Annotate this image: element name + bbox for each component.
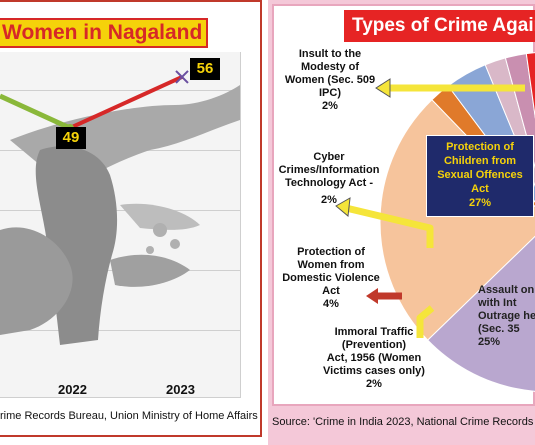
right-source-note: Source: 'Crime in India 2023, National C… [272, 416, 535, 428]
value-label-2022: 49 [56, 127, 86, 149]
label-line: Assault on [478, 284, 535, 296]
label-line: Modesty of [300, 61, 360, 73]
label-line: 2% [366, 378, 382, 390]
x-tick-2022: 2022 [58, 382, 87, 397]
label-line: Sexual Offences [437, 169, 523, 181]
label-line: (Prevention) [341, 339, 407, 351]
label-line: Act [322, 285, 340, 297]
left-chart-title: Women in Nagaland [0, 18, 208, 48]
callout-arrow-cyber [345, 204, 434, 248]
label-line: 2% [322, 100, 338, 112]
label-line: Women from [297, 259, 365, 271]
left-source-note: rime Records Bureau, Union Ministry of H… [0, 410, 258, 422]
label-line: Immoral Traffic [334, 326, 414, 338]
pie-slice-other [427, 235, 535, 392]
callout-arrowhead-cyber [335, 197, 351, 217]
left-line-chart [0, 70, 189, 132]
label-line: Protection of [446, 141, 514, 153]
label-line: Technology Act - [285, 177, 373, 189]
label-line: Victims cases only) [323, 365, 425, 377]
data-point-2023 [175, 70, 189, 84]
label-line: (Sec. 35 [478, 323, 520, 335]
label-line: 27% [468, 197, 492, 209]
callout-arrow-immoral [416, 305, 435, 338]
series-line-prior [0, 93, 72, 131]
slice-label-posco: Protection of Children from Sexual Offen… [426, 135, 534, 217]
slice-label-domestic-violence: Protection of Women from Domestic Violen… [278, 246, 384, 311]
label-line: 25% [478, 336, 501, 348]
left-chart-panel: Women in Nagaland 49 56 2022 2023 rime R… [0, 0, 266, 445]
gridline [0, 90, 240, 91]
series-line [69, 75, 183, 130]
label-line: Outrage her [478, 310, 535, 322]
label-line: Protection of [297, 246, 365, 258]
label-line: 4% [323, 298, 339, 310]
callout-arrowhead-domestic [366, 288, 378, 304]
label-line: Children from [443, 155, 517, 167]
pie-slice-5 [525, 52, 535, 119]
gridline [0, 210, 240, 211]
label-line: with Int [478, 297, 517, 309]
label-line: Domestic Violence [282, 272, 380, 284]
left-illustration [0, 85, 240, 345]
x-tick-2023: 2023 [166, 382, 195, 397]
slice-label-immoral-traffic: Immoral Traffic (Prevention) Act, 1956 (… [316, 326, 432, 391]
label-line: 2% [321, 194, 337, 206]
slice-label-cyber-crimes: Cyber Crimes/Information Technology Act … [274, 151, 384, 207]
label-line: Cyber [313, 151, 345, 163]
right-chart-title: Types of Crime Again [344, 10, 535, 42]
label-line: Act [471, 183, 489, 195]
label-line: Crimes/Information [278, 164, 380, 176]
slice-label-insult-modesty: Insult to the Modesty of Women (Sec. 509… [280, 48, 380, 113]
label-line: Act, 1956 (Women [326, 352, 422, 364]
right-chart-panel: Types of Crime Again Insult to the Modes… [268, 0, 535, 445]
label-line: Women (Sec. 509 [284, 74, 376, 86]
label-line: IPC) [319, 87, 341, 99]
value-label-2023: 56 [190, 58, 220, 80]
callout-arrowhead-insult [375, 78, 391, 98]
slice-label-assault-outrage: Assault on with Int Outrage her (Sec. 35… [478, 284, 535, 349]
label-line: Insult to the [298, 48, 362, 60]
gridline [0, 330, 240, 331]
